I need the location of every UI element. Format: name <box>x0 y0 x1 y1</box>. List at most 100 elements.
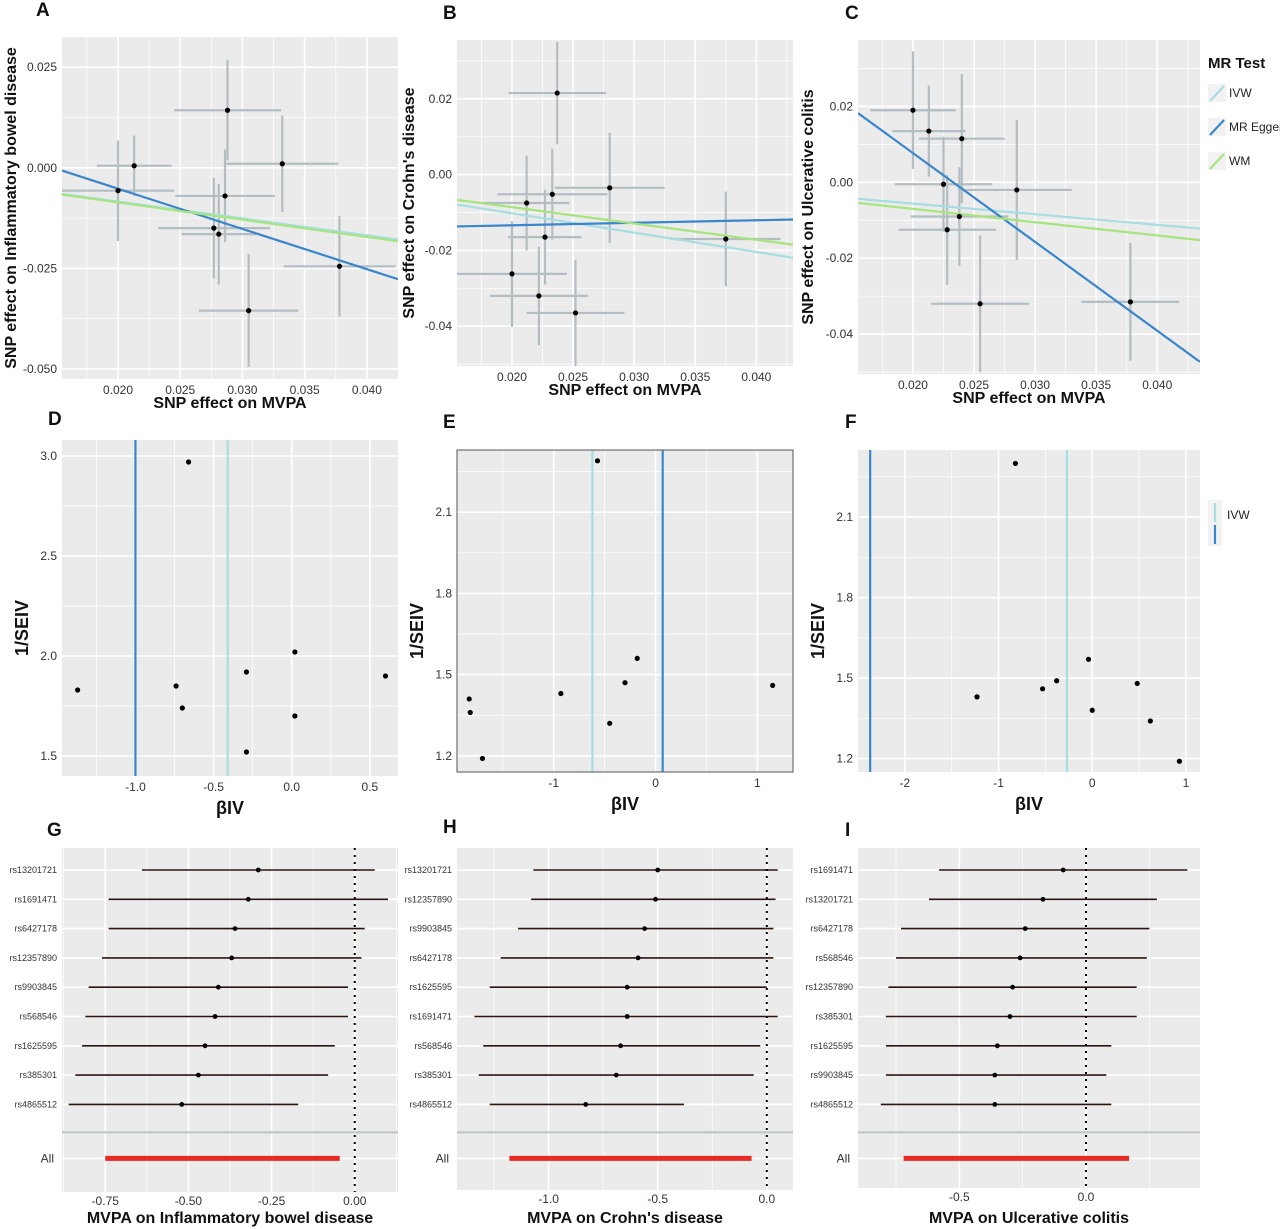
plot-background <box>457 450 793 772</box>
regression-line-wm <box>858 201 1200 242</box>
data-point <box>75 687 81 693</box>
y-tick-label: 2.0 <box>40 649 57 663</box>
x-tick-label: 0.025 <box>165 383 195 397</box>
x-tick-label: 0.0 <box>758 1192 775 1206</box>
snp-label: rs6427178 <box>810 924 853 934</box>
data-point <box>940 181 947 187</box>
data-point <box>542 234 548 240</box>
estimate-point <box>613 1072 619 1078</box>
data-point <box>246 308 252 314</box>
data-point <box>1039 686 1046 692</box>
data-point <box>336 263 343 269</box>
plot-border <box>456 449 794 773</box>
data-point <box>243 669 250 675</box>
snp-label: rs4865512 <box>409 1099 452 1109</box>
estimate-point <box>229 955 235 961</box>
snp-label: rs9903845 <box>14 982 57 992</box>
y-axis-label: SNP effect on Ulcerative colitis <box>800 89 817 324</box>
legend-swatch <box>1209 85 1225 102</box>
panel-h: H -1.0 -0.5 0.0 rs13201721 rs12357890 rs990384… <box>404 817 793 1227</box>
legend-mr-test: MR Test IVW MR Egger WM <box>1208 55 1280 170</box>
y-axis-label: SNP effect on Crohn's disease <box>401 87 418 318</box>
plot-area <box>466 450 776 772</box>
x-tick-label: -1.0 <box>125 780 146 794</box>
gridlines <box>62 440 398 776</box>
data-point <box>1012 460 1019 467</box>
estimate-point <box>1010 984 1015 990</box>
panel-letter: E <box>443 412 456 433</box>
data-point <box>558 690 564 697</box>
x-tick-label: 0 <box>1089 776 1096 790</box>
plot-background <box>62 440 398 776</box>
estimate-point <box>215 984 221 990</box>
snp-label: rs9903845 <box>810 1070 853 1080</box>
y-tick-label: 0.025 <box>27 60 57 74</box>
data-point <box>1176 758 1182 764</box>
snp-label: rs568546 <box>19 1012 57 1022</box>
data-point <box>956 213 962 220</box>
data-point <box>216 231 222 237</box>
panel-b: B 0.020 0.025 0.030 0.035 0.040 -0.04 -0.02 0.00… <box>401 3 793 399</box>
panel-letter: F <box>845 412 857 433</box>
regression-line-mr-egger <box>858 112 1200 363</box>
estimate-point <box>992 1102 998 1107</box>
x-tick-label: 0.020 <box>497 370 527 384</box>
data-point <box>977 301 983 307</box>
y-tick-label: 1.5 <box>40 749 57 763</box>
estimate-point <box>245 896 251 902</box>
pooled-label: All <box>837 1151 850 1165</box>
x-tick-label: 0.0 <box>283 780 300 794</box>
snp-label: rs12357890 <box>404 894 452 904</box>
data-point <box>622 680 628 686</box>
plot-area <box>75 440 389 776</box>
legend-label: MR Egger <box>1229 120 1280 134</box>
data-point <box>554 90 560 96</box>
data-point <box>770 682 776 689</box>
regression-line-wm <box>62 193 398 243</box>
y-tick-label: 2.1 <box>836 510 853 524</box>
y-tick-label: -0.025 <box>23 261 57 275</box>
data-point <box>1134 680 1140 687</box>
x-axis-label: MVPA on Ulcerative colitis <box>929 1210 1129 1227</box>
x-tick-label: -0.75 <box>92 1194 120 1208</box>
data-point <box>926 128 932 134</box>
x-tick-label: 0.025 <box>959 378 989 392</box>
x-tick-label: -0.5 <box>203 780 224 794</box>
y-tick-label: -0.04 <box>425 319 453 333</box>
data-point <box>634 655 640 661</box>
data-point <box>222 193 228 199</box>
estimate-point <box>1060 867 1066 873</box>
estimate-point <box>994 1043 1000 1049</box>
data-point <box>572 310 579 316</box>
regression-line-wm <box>457 198 793 246</box>
estimate-point <box>992 1072 998 1078</box>
snp-label: rs4865512 <box>14 1099 57 1109</box>
plot-background <box>858 848 1200 1188</box>
panel-c: C 0.020 0.025 0.030 0.035 0.040 -0.04 -0.02 0.00… <box>800 3 1200 407</box>
gridlines <box>62 37 398 379</box>
y-tick-label: 1.5 <box>836 671 853 685</box>
snp-label: rs385301 <box>815 1012 853 1022</box>
plot-area <box>457 848 793 1190</box>
estimate-point <box>583 1102 589 1107</box>
pooled-label: All <box>436 1151 449 1165</box>
snp-label: rs1625595 <box>409 982 452 992</box>
data-point <box>1147 718 1153 724</box>
estimate-point <box>653 896 658 902</box>
x-tick-label: 0.00 <box>343 1194 367 1208</box>
regression-line-ivw <box>457 203 793 259</box>
data-point <box>1085 656 1092 662</box>
estimate-point <box>624 984 630 990</box>
x-tick-label: 0.5 <box>362 780 379 794</box>
legend-swatch <box>1209 153 1225 170</box>
x-tick-label: 0.040 <box>741 370 771 384</box>
legend-label: WM <box>1229 154 1250 168</box>
data-point <box>607 720 613 726</box>
panel-letter: G <box>47 820 62 841</box>
y-tick-label: 1.2 <box>435 749 452 763</box>
y-tick-label: 2.5 <box>40 549 57 563</box>
data-point <box>509 271 515 277</box>
y-axis-label: 1/SEIV <box>407 603 427 659</box>
data-point <box>115 188 121 194</box>
snp-label: rs1691471 <box>409 1012 452 1022</box>
